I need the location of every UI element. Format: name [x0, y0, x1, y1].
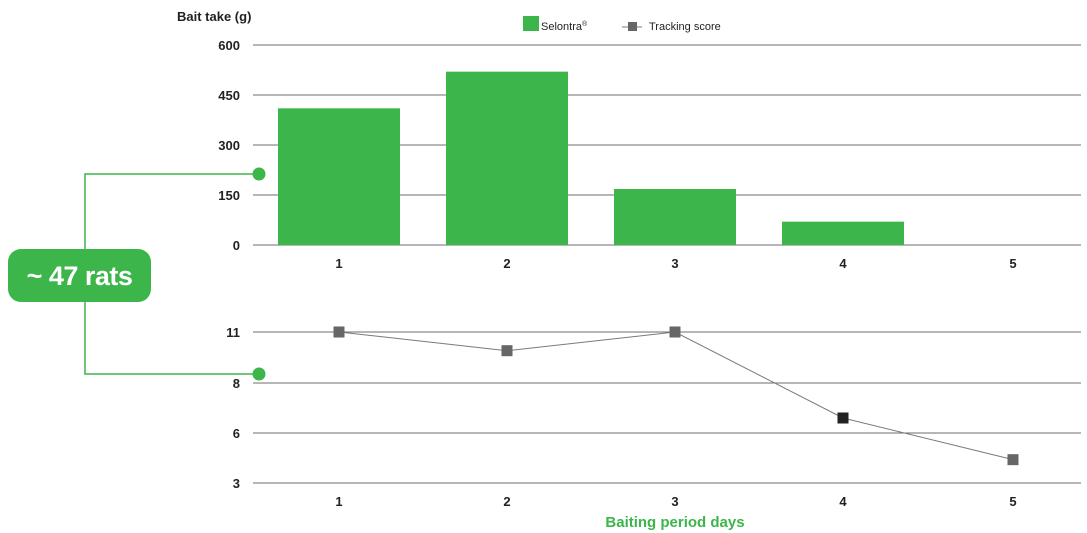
bar-x-tick-label: 2: [503, 256, 510, 271]
bar: [782, 221, 904, 245]
line-y-tick-label: 8: [233, 376, 240, 391]
bar-x-tick-label: 4: [839, 256, 847, 271]
tracking-score-point: [333, 326, 345, 338]
bar: [614, 189, 736, 245]
legend-line-marker: [628, 22, 637, 31]
tracking-score-line: [338, 331, 1014, 461]
bracket-dot-bottom: [252, 367, 266, 381]
line-x-tick-label: 2: [503, 494, 510, 509]
bar-chart: 0 150 300 450 600 1 2 3 4 5: [218, 38, 1081, 271]
legend-line-label: Tracking score: [649, 21, 721, 33]
tracking-score-point: [837, 412, 849, 424]
bar-x-tick-label: 1: [335, 256, 342, 271]
bar: [446, 71, 568, 246]
line-y-tick-label: 6: [233, 426, 240, 441]
line-x-tick-label: 5: [1009, 494, 1016, 509]
legend-bar-label-text: Selontra: [541, 21, 583, 33]
bar-chart-y-title: Bait take (g): [177, 9, 251, 24]
legend: Selontra® Tracking score: [523, 16, 721, 33]
line-y-tick-label: 3: [233, 476, 240, 491]
legend-bar-swatch: [523, 16, 539, 31]
line-x-tick-label: 3: [671, 494, 678, 509]
legend-bar-label-mark: ®: [582, 20, 588, 28]
line-x-tick-label: 4: [839, 494, 847, 509]
bar-y-tick-label: 0: [233, 238, 240, 253]
bar-y-tick-label: 600: [218, 38, 240, 53]
bar-y-tick-label: 150: [218, 188, 240, 203]
line-x-tick-label: 1: [335, 494, 342, 509]
x-axis-title: Baiting period days: [605, 514, 744, 531]
bar-x-tick-label: 3: [671, 256, 678, 271]
bar-x-tick-label: 5: [1009, 256, 1016, 271]
tracking-score-point: [669, 326, 681, 338]
legend-bar-label: Selontra®: [541, 20, 588, 33]
bar-y-tick-label: 300: [218, 138, 240, 153]
rats-badge-bg: [8, 249, 151, 302]
rats-badge: ~ 47 rats: [8, 249, 151, 302]
line-y-tick-label: 11: [226, 325, 240, 340]
bar: [278, 108, 400, 245]
rats-badge-text: ~ 47 rats: [27, 261, 133, 291]
bar-y-tick-label: 450: [218, 88, 240, 103]
bracket-dot-top: [252, 167, 266, 181]
tracking-score-point: [1007, 454, 1019, 466]
tracking-score-point: [501, 345, 513, 357]
